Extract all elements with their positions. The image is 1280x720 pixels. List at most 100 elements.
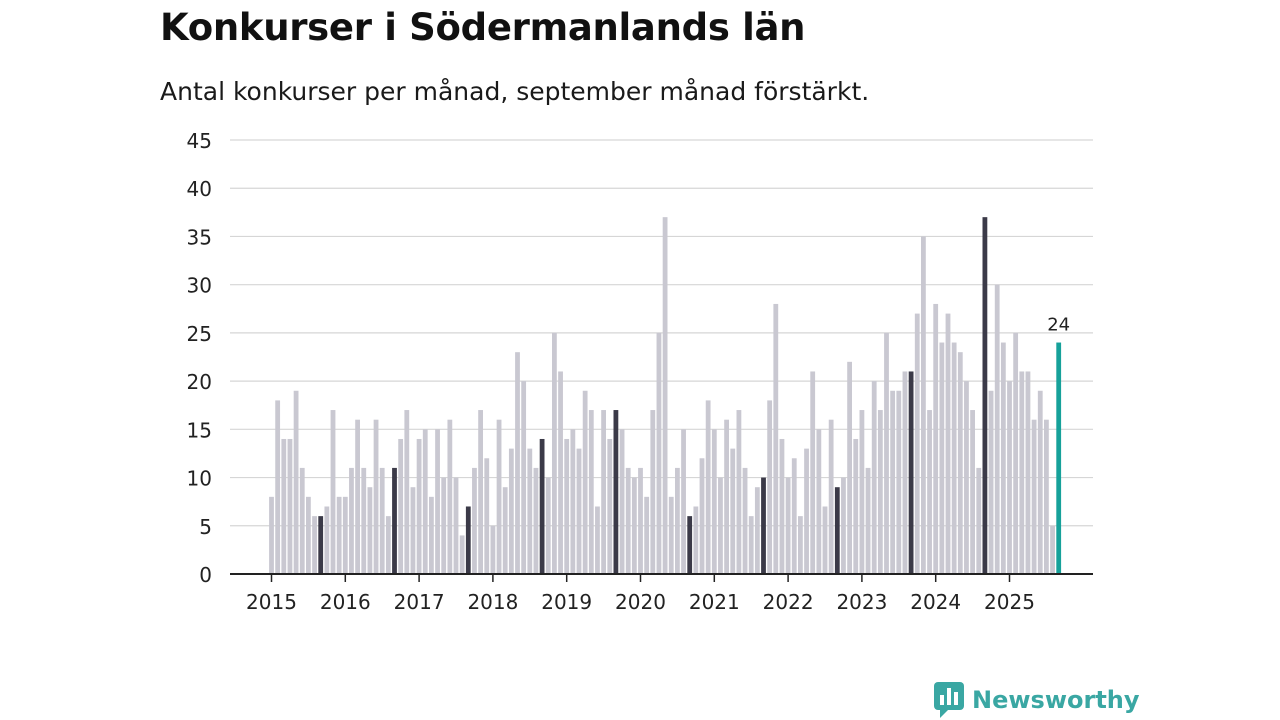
bar: [588, 410, 594, 574]
bar: [385, 516, 391, 574]
bar: [429, 496, 434, 574]
bar: [638, 467, 643, 574]
bar: [490, 525, 496, 574]
bar: [650, 410, 656, 574]
bar: [484, 458, 490, 574]
x-tick-label: 2020: [615, 590, 666, 614]
y-tick-label: 35: [187, 225, 212, 249]
bar: [705, 400, 711, 574]
data-label-latest: 24: [1047, 315, 1070, 336]
bar: [416, 438, 422, 574]
bar: [410, 487, 416, 574]
bar: [957, 352, 963, 574]
bar: [921, 236, 926, 574]
bar: [502, 487, 508, 574]
bar: [951, 342, 957, 574]
bar: [810, 371, 816, 574]
bar: [644, 496, 650, 574]
bar: [668, 496, 674, 574]
bar: [570, 429, 576, 574]
bar: [330, 410, 336, 574]
bar: [312, 516, 317, 574]
bar: [527, 448, 533, 574]
bar: [625, 467, 631, 574]
newsworthy-logo-icon: [934, 682, 964, 718]
bar: [404, 410, 410, 574]
bar: [902, 371, 908, 574]
bar: [884, 332, 889, 574]
bar-september: [761, 477, 766, 574]
bar: [269, 496, 274, 574]
bar: [822, 506, 828, 574]
bar: [914, 313, 920, 574]
bar: [865, 467, 871, 574]
bar: [472, 467, 477, 574]
bar: [1044, 419, 1049, 574]
y-tick-label: 0: [199, 563, 212, 587]
bar: [890, 390, 896, 574]
bar: [459, 535, 465, 574]
bar: [281, 438, 287, 574]
bar: [779, 438, 785, 574]
bar: [933, 303, 939, 574]
bar: [299, 467, 305, 574]
bar: [927, 410, 932, 574]
bar: [336, 496, 342, 574]
x-tick-label: 2015: [246, 590, 297, 614]
bar: [533, 467, 539, 574]
bar: [545, 477, 551, 574]
y-tick-label: 5: [199, 515, 212, 539]
bar: [373, 419, 379, 574]
brand-logo: Newsworthy: [934, 682, 1140, 718]
bar: [293, 390, 299, 574]
chart-title: Konkurser i Södermanlands län: [160, 6, 806, 49]
bar: [287, 438, 293, 574]
bar: [871, 381, 877, 574]
bar: [841, 477, 846, 574]
bar: [496, 419, 502, 574]
bar: [742, 467, 748, 574]
x-tick-label: 2025: [984, 590, 1035, 614]
bar: [785, 477, 791, 574]
bar-september: [318, 516, 324, 574]
bar: [939, 342, 945, 574]
y-tick-label: 10: [187, 467, 212, 491]
bar: [361, 467, 367, 574]
x-tick-label: 2017: [394, 590, 445, 614]
bar: [847, 361, 852, 574]
y-tick-label: 45: [187, 129, 212, 153]
bar: [515, 352, 520, 574]
bar: [656, 332, 662, 574]
x-tick-label: 2024: [910, 590, 961, 614]
x-tick-label: 2019: [541, 590, 592, 614]
bar: [447, 419, 453, 574]
bar-latest: [1056, 342, 1062, 574]
y-tick-label: 40: [187, 177, 212, 201]
bar: [988, 390, 994, 574]
bar-september: [539, 438, 545, 574]
bar: [306, 496, 311, 574]
bar: [435, 429, 440, 574]
bar: [791, 458, 797, 574]
y-tick-label: 30: [187, 274, 212, 298]
bar: [662, 217, 668, 574]
bar: [896, 390, 902, 574]
bar: [564, 438, 570, 574]
bar: [601, 410, 606, 574]
bar-september: [834, 487, 840, 574]
bar: [675, 467, 680, 574]
bar: [816, 429, 822, 574]
brand-name: Newsworthy: [972, 686, 1140, 714]
y-tick-label: 25: [187, 322, 212, 346]
bar: [828, 419, 834, 574]
bar: [521, 381, 527, 574]
bar: [619, 429, 625, 574]
bar: [558, 371, 563, 574]
bar: [631, 477, 637, 574]
bar: [711, 429, 717, 574]
bar: [342, 496, 348, 574]
bar: [681, 429, 686, 574]
bar: [798, 516, 803, 574]
bar: [699, 458, 705, 574]
